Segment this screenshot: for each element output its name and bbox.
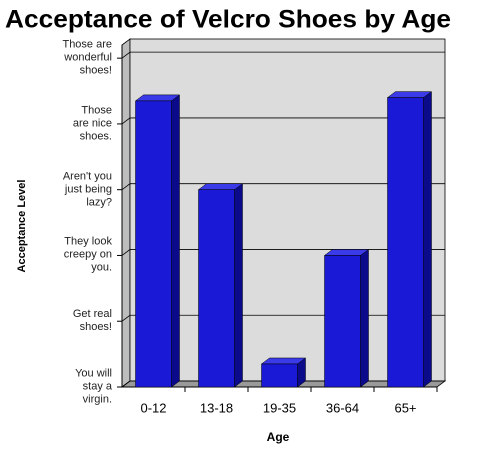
grid-line xyxy=(121,117,445,125)
x-axis-label: Age xyxy=(267,430,290,444)
grid-line xyxy=(121,183,445,191)
y-tick-label: You will stay a virgin. xyxy=(75,367,112,406)
y-axis-label: Acceptance Level xyxy=(16,180,28,273)
y-tick-label: Get real shoes! xyxy=(72,308,112,334)
bar xyxy=(324,255,361,388)
bar-side xyxy=(234,183,243,388)
bar-top xyxy=(134,94,181,102)
bar-top xyxy=(323,249,370,256)
bar-top xyxy=(386,91,433,98)
x-tick-label: 19-35 xyxy=(263,400,296,415)
y-tick-label: Those are nice shoes. xyxy=(72,104,112,143)
y-tick-label: Those are wonderful shoes! xyxy=(62,38,112,77)
x-tick-label: 65+ xyxy=(394,400,416,415)
y-tick-label: They look creepy on you. xyxy=(63,235,112,274)
x-tick-label: 0-12 xyxy=(140,400,166,415)
grid-line xyxy=(121,51,445,59)
chart-title: Acceptance of Velcro Shoes by Age xyxy=(5,6,451,34)
bar-side xyxy=(171,94,180,388)
bar-side xyxy=(423,91,432,388)
x-tick-label: 13-18 xyxy=(200,400,233,415)
y-tick-label: Aren't you just being lazy? xyxy=(62,170,112,209)
bar-side xyxy=(360,248,369,388)
x-tick-label: 36-64 xyxy=(326,400,359,415)
plot-background xyxy=(121,38,131,388)
bar xyxy=(261,363,298,388)
bar-top xyxy=(260,357,307,365)
bar xyxy=(135,100,172,388)
bar xyxy=(198,189,235,388)
bar xyxy=(387,97,424,388)
bar-top xyxy=(197,183,244,190)
